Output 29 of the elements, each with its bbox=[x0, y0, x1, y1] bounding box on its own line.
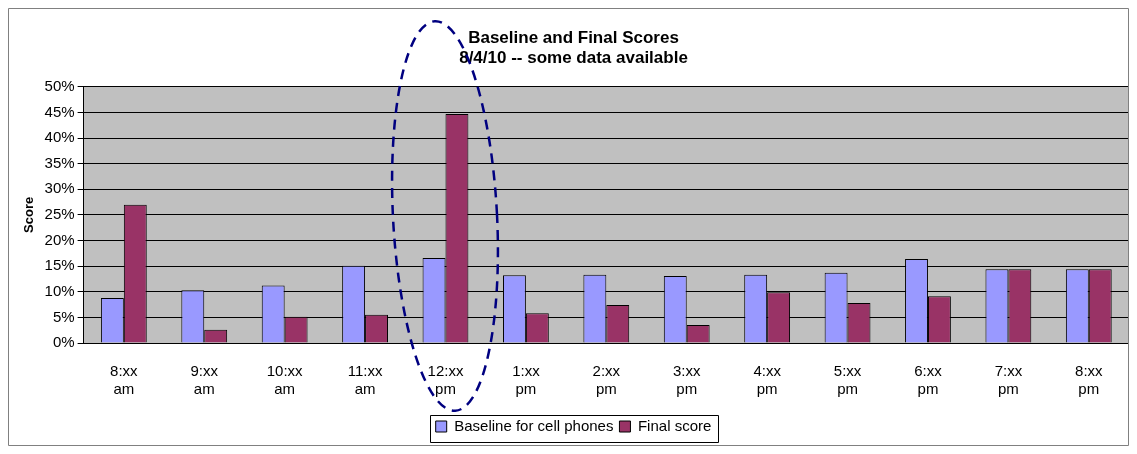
x-tick-label: 1:xx pm bbox=[512, 362, 541, 398]
y-tick-label: 50% bbox=[44, 76, 75, 94]
y-tick-label: 30% bbox=[44, 179, 75, 197]
y-axis-title: Score bbox=[21, 196, 37, 233]
y-tick-label: 5% bbox=[52, 307, 75, 325]
x-tick-label: 12:xx pm bbox=[427, 362, 464, 398]
x-tick-label: 8:xx pm bbox=[1075, 362, 1104, 398]
legend-label: Baseline for cell phones bbox=[454, 416, 614, 434]
x-tick-label: 6:xx pm bbox=[914, 362, 943, 398]
y-tick-label: 25% bbox=[44, 205, 75, 223]
chart-subtitle: 8/4/10 -- some data available bbox=[459, 48, 688, 68]
y-tick-label: 15% bbox=[44, 256, 75, 274]
y-tick-label: 20% bbox=[44, 230, 75, 248]
y-tick-label: 10% bbox=[44, 281, 75, 299]
x-tick-label: 10:xx am bbox=[266, 362, 304, 398]
x-tick-label: 2:xx pm bbox=[592, 362, 621, 398]
x-tick-label: 11:xx am bbox=[347, 362, 383, 398]
y-tick-label: 45% bbox=[44, 102, 75, 120]
x-tick-label: 7:xx pm bbox=[994, 362, 1023, 398]
x-tick-label: 5:xx pm bbox=[833, 362, 862, 398]
y-tick-label: 35% bbox=[44, 153, 75, 171]
legend-label: Final score bbox=[637, 416, 712, 434]
x-tick-label: 9:xx am bbox=[190, 362, 219, 398]
chart-title: Baseline and Final Scores bbox=[468, 27, 679, 47]
y-tick-label: 40% bbox=[44, 128, 75, 146]
x-tick-label: 4:xx pm bbox=[753, 362, 782, 398]
x-tick-label: 8:xx am bbox=[110, 362, 139, 398]
y-tick-label: 0% bbox=[52, 333, 75, 351]
x-tick-label: 3:xx pm bbox=[672, 362, 701, 398]
